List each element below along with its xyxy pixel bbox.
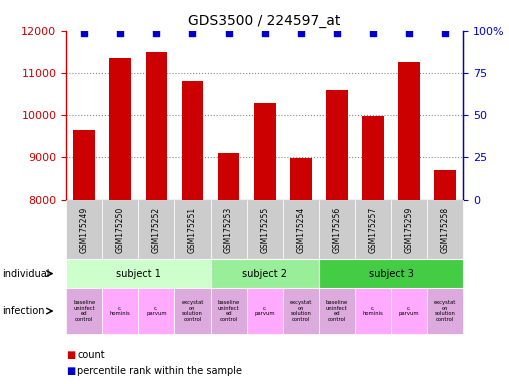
Point [224,30,233,36]
Text: excystat
on
solution
control: excystat on solution control [181,300,204,322]
Point [405,30,413,36]
Title: GDS3500 / 224597_at: GDS3500 / 224597_at [188,14,341,28]
Text: percentile rank within the sample: percentile rank within the sample [77,366,242,376]
Text: c.
parvum: c. parvum [146,306,167,316]
Bar [73,130,95,200]
Point [116,30,124,36]
Text: ■: ■ [66,366,75,376]
Text: GSM175251: GSM175251 [188,206,197,253]
Text: c.
parvum: c. parvum [254,306,275,316]
Bar [182,81,203,200]
Bar [362,116,384,200]
Point [369,30,377,36]
Text: infection: infection [3,306,45,316]
Point [297,30,305,36]
Bar [290,158,312,200]
Point [261,30,269,36]
Text: ■: ■ [66,350,75,360]
Text: GSM175259: GSM175259 [405,206,413,253]
Point [152,30,160,36]
Text: GSM175254: GSM175254 [296,206,305,253]
Bar [254,103,275,200]
Point [188,30,196,36]
Text: individual: individual [3,268,50,279]
Text: excystat
on
solution
control: excystat on solution control [290,300,312,322]
Bar [146,52,167,200]
Point [80,30,88,36]
Text: GSM175256: GSM175256 [332,206,342,253]
Text: c.
hominis: c. hominis [110,306,131,316]
Text: GSM175249: GSM175249 [80,206,89,253]
Text: GSM175255: GSM175255 [260,206,269,253]
Bar [434,170,456,200]
Text: GSM175253: GSM175253 [224,206,233,253]
Text: subject 2: subject 2 [242,268,287,279]
Bar [218,153,239,200]
Text: c.
parvum: c. parvum [399,306,419,316]
Point [333,30,341,36]
Text: subject 1: subject 1 [116,268,161,279]
Text: baseline
uninfect
ed
control: baseline uninfect ed control [326,300,348,322]
Text: count: count [77,350,105,360]
Bar [109,58,131,200]
Text: GSM175257: GSM175257 [369,206,378,253]
Text: c.
hominis: c. hominis [362,306,383,316]
Text: excystat
on
solution
control: excystat on solution control [434,300,457,322]
Point [441,30,449,36]
Bar [326,90,348,200]
Text: baseline
uninfect
ed
control: baseline uninfect ed control [73,300,95,322]
Bar [398,63,420,200]
Text: baseline
uninfect
ed
control: baseline uninfect ed control [217,300,240,322]
Text: subject 3: subject 3 [369,268,413,279]
Text: GSM175258: GSM175258 [441,206,449,253]
Text: GSM175250: GSM175250 [116,206,125,253]
Text: GSM175252: GSM175252 [152,206,161,253]
